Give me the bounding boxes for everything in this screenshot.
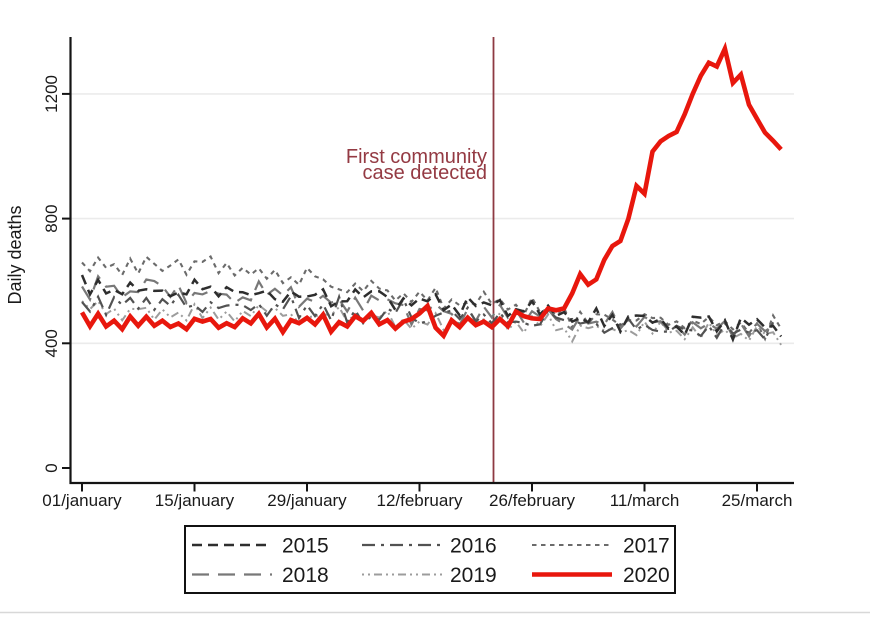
svg-text:Daily deaths: Daily deaths (5, 205, 25, 304)
svg-text:2017: 2017 (623, 535, 670, 558)
svg-text:01/january: 01/january (42, 491, 122, 510)
svg-text:2020: 2020 (623, 564, 670, 587)
svg-text:29/january: 29/january (267, 491, 347, 510)
svg-text:2019: 2019 (450, 564, 497, 587)
svg-text:2016: 2016 (450, 535, 497, 558)
svg-text:11/march: 11/march (610, 491, 680, 510)
svg-text:2018: 2018 (282, 564, 329, 587)
svg-text:26/february: 26/february (489, 491, 575, 510)
svg-text:400: 400 (42, 329, 61, 357)
svg-text:25/march: 25/march (722, 491, 793, 510)
svg-text:case detected: case detected (362, 162, 487, 184)
svg-text:15/january: 15/january (155, 491, 235, 510)
svg-text:12/february: 12/february (377, 491, 463, 510)
svg-text:1200: 1200 (42, 75, 61, 113)
svg-text:0: 0 (42, 463, 61, 472)
svg-text:800: 800 (42, 204, 61, 232)
svg-text:2015: 2015 (282, 535, 329, 558)
svg-text:First community: First community (346, 146, 487, 168)
